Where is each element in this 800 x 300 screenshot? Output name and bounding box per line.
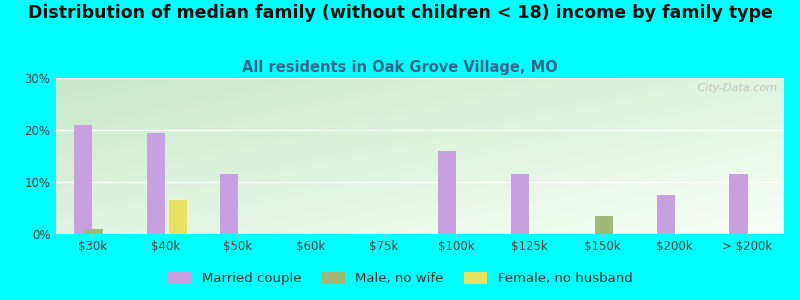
Bar xyxy=(74,125,93,234)
Text: City-Data.com: City-Data.com xyxy=(694,83,777,93)
Text: Distribution of median family (without children < 18) income by family type: Distribution of median family (without c… xyxy=(27,4,773,22)
Bar xyxy=(85,229,103,234)
Bar xyxy=(147,133,165,234)
Bar xyxy=(594,216,613,234)
Bar xyxy=(657,195,674,234)
Bar xyxy=(730,174,747,234)
Bar xyxy=(220,174,238,234)
Text: All residents in Oak Grove Village, MO: All residents in Oak Grove Village, MO xyxy=(242,60,558,75)
Legend: Married couple, Male, no wife, Female, no husband: Married couple, Male, no wife, Female, n… xyxy=(162,266,638,290)
Bar xyxy=(438,151,456,234)
Bar xyxy=(169,200,187,234)
Bar xyxy=(511,174,530,234)
